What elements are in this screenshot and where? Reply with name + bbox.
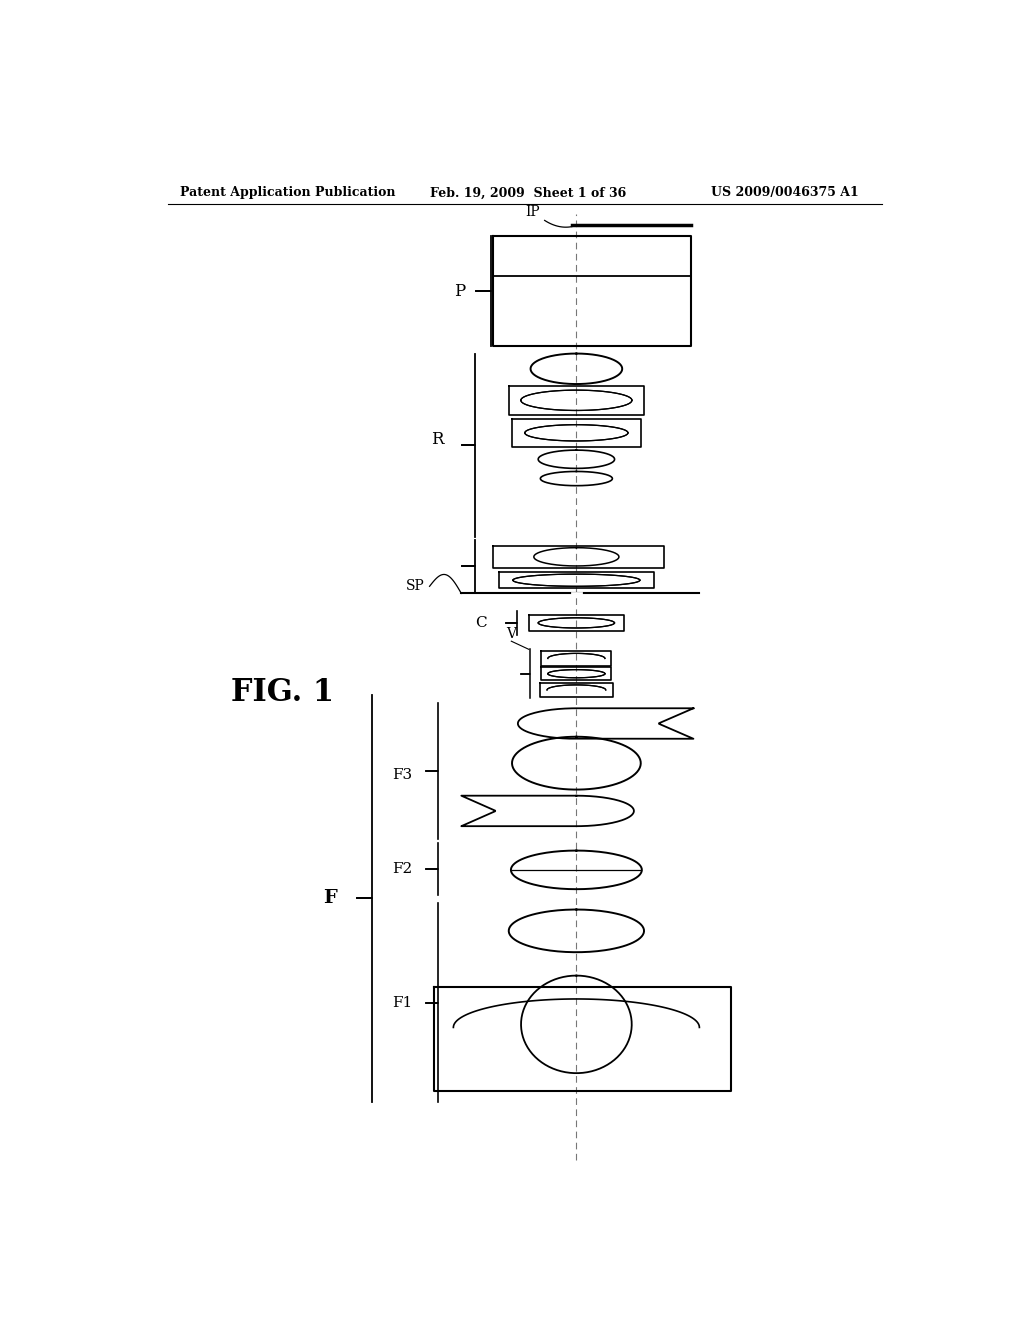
Text: Patent Application Publication: Patent Application Publication — [179, 186, 395, 199]
Text: IP: IP — [525, 206, 540, 219]
Text: P: P — [454, 282, 465, 300]
Text: F: F — [324, 890, 337, 907]
Text: V: V — [506, 627, 516, 642]
Text: SP: SP — [406, 579, 425, 593]
Text: C: C — [475, 616, 487, 630]
Text: F1: F1 — [391, 995, 412, 1010]
Text: F3: F3 — [392, 768, 412, 781]
Text: US 2009/0046375 A1: US 2009/0046375 A1 — [712, 186, 859, 199]
Text: F2: F2 — [391, 862, 412, 876]
Text: FIG. 1: FIG. 1 — [231, 677, 334, 708]
Text: R: R — [431, 432, 443, 449]
Text: Feb. 19, 2009  Sheet 1 of 36: Feb. 19, 2009 Sheet 1 of 36 — [430, 186, 626, 199]
